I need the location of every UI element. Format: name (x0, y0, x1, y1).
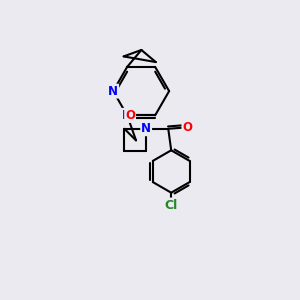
Text: N: N (122, 109, 132, 122)
Text: N: N (141, 122, 151, 135)
Text: Cl: Cl (165, 199, 178, 212)
Text: O: O (182, 121, 192, 134)
Text: N: N (108, 85, 118, 98)
Text: O: O (125, 109, 135, 122)
